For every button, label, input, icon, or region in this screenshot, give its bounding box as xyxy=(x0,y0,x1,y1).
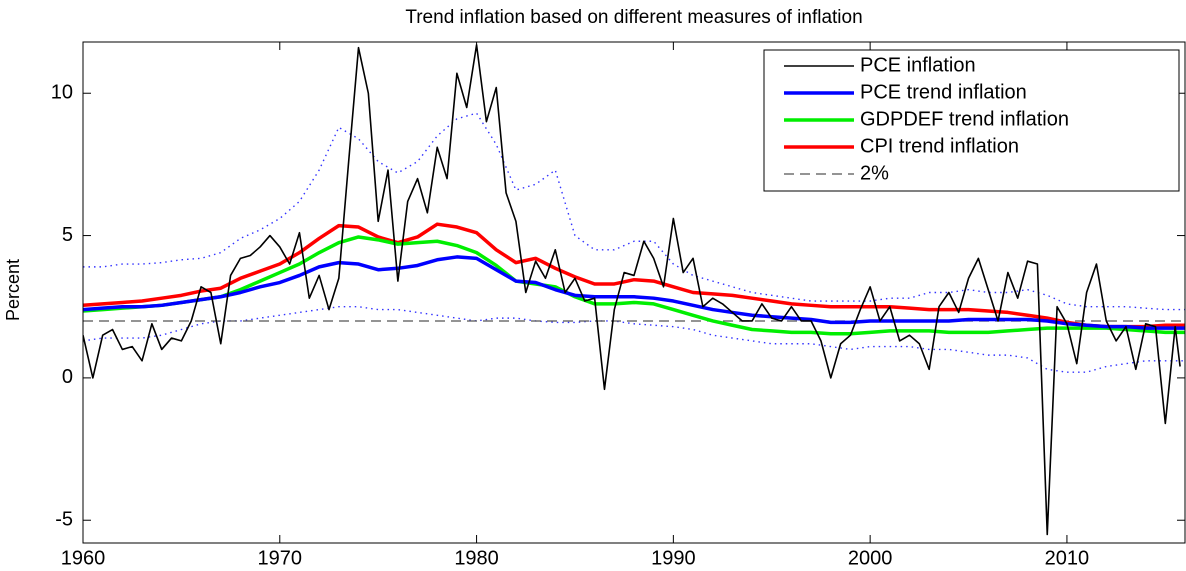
legend-label: CPI trend inflation xyxy=(860,135,1019,157)
y-tick-label: 10 xyxy=(51,82,73,104)
x-tick-label: 1960 xyxy=(61,547,106,569)
x-tick-label: 2000 xyxy=(848,547,893,569)
x-tick-label: 2010 xyxy=(1045,547,1090,569)
series-line xyxy=(83,112,1185,311)
chart-title: Trend inflation based on different measu… xyxy=(405,7,862,28)
legend-label: 2% xyxy=(860,162,889,184)
legend-label: GDPDEF trend inflation xyxy=(860,108,1069,130)
x-tick-label: 1990 xyxy=(651,547,696,569)
series-line xyxy=(83,306,1185,373)
legend-label: PCE inflation xyxy=(860,54,976,76)
legend-label: PCE trend inflation xyxy=(860,81,1027,103)
plot-frame xyxy=(82,41,1186,544)
series-line xyxy=(83,44,1181,536)
legend-box xyxy=(763,49,1180,192)
y-tick-label: -5 xyxy=(55,509,73,531)
series-line xyxy=(83,222,1185,329)
y-axis-label: Percent xyxy=(3,259,23,321)
plot-area xyxy=(83,44,1185,536)
series-line xyxy=(83,235,1185,336)
y-tick-label: 5 xyxy=(62,224,73,246)
x-tick-label: 1970 xyxy=(258,547,303,569)
y-tick-label: 0 xyxy=(62,366,73,388)
series-line xyxy=(83,255,1185,330)
legend: PCE inflation PCE trend inflation GDPDEF t… xyxy=(763,49,1180,192)
x-tick-label: 1980 xyxy=(454,547,499,569)
